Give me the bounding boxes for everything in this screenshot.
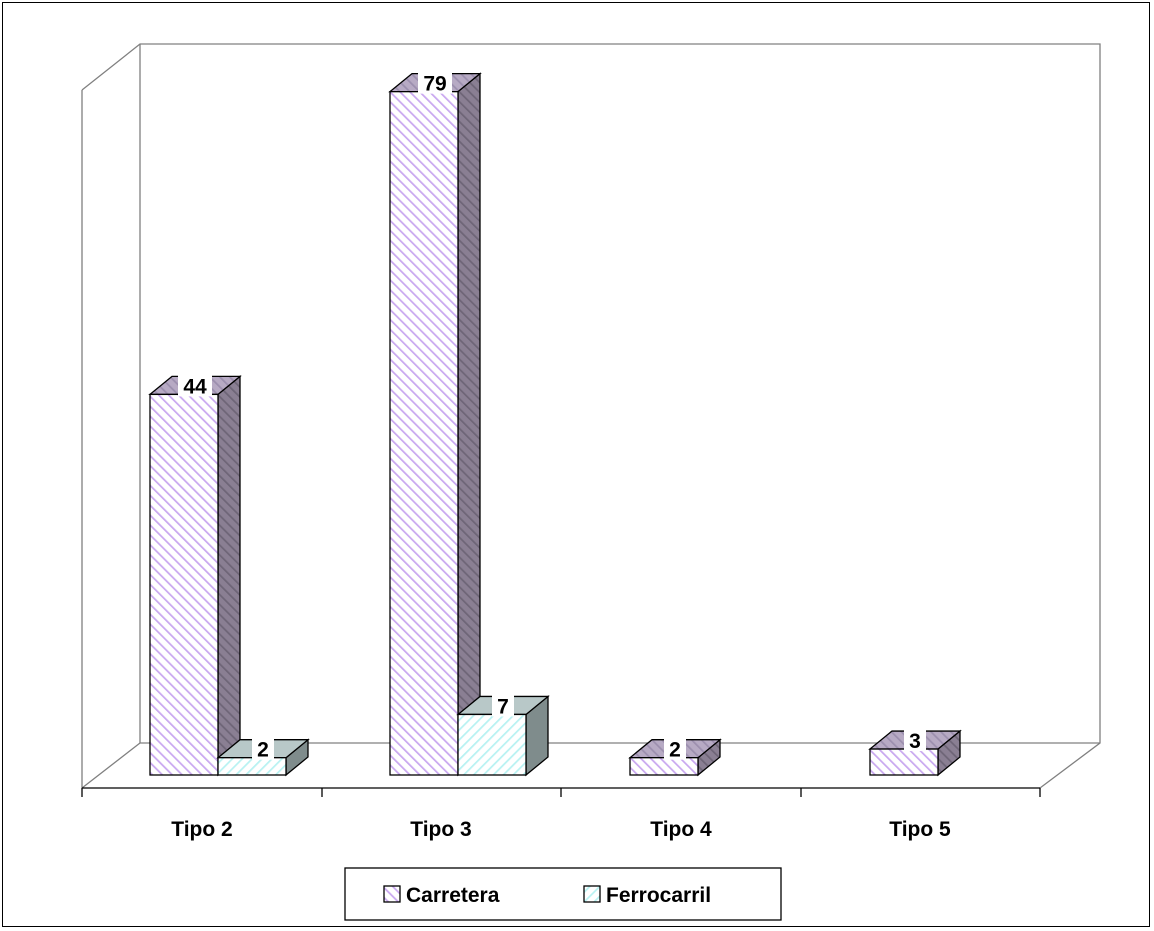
data-label-bg-carretera-tipo-3 bbox=[418, 71, 452, 94]
bar-front-ferrocarril-tipo-2 bbox=[217, 757, 287, 776]
data-label-text-carretera-tipo-5: 3 bbox=[909, 730, 921, 753]
x-tick-label-tipo-5: Tipo 5 bbox=[889, 818, 951, 841]
data-label-text-ferrocarril-tipo-2: 2 bbox=[257, 739, 269, 762]
data-label-bg-ferrocarril-tipo-2 bbox=[252, 737, 274, 760]
x-tick-label-tipo-4: Tipo 4 bbox=[650, 818, 712, 841]
data-label-carretera-tipo-2: 44 bbox=[178, 374, 212, 398]
bar-front-carretera-tipo-3 bbox=[389, 91, 459, 776]
data-label-carretera-tipo-3: 79 bbox=[418, 71, 452, 96]
bar-front-carretera-tipo-4 bbox=[629, 757, 699, 776]
data-labels-group: 44 2 79 7 2 3 bbox=[178, 71, 926, 762]
legend-label-carretera: Carretera bbox=[406, 884, 500, 907]
legend-label-ferrocarril: Ferrocarril bbox=[606, 884, 711, 907]
data-label-ferrocarril-tipo-2: 2 bbox=[252, 737, 274, 762]
x-tick-labels: Tipo 2 Tipo 3 Tipo 4 Tipo 5 bbox=[171, 818, 951, 841]
back-wall bbox=[81, 43, 1101, 789]
x-axis bbox=[81, 787, 1041, 797]
bar-front-carretera-tipo-2 bbox=[149, 393, 219, 776]
chart-walls bbox=[81, 43, 1101, 789]
bar-carretera-tipo-3 bbox=[388, 72, 482, 777]
data-label-bg-carretera-tipo-2 bbox=[178, 374, 212, 397]
data-label-carretera-tipo-4: 2 bbox=[664, 737, 686, 762]
floor-back-edge bbox=[81, 742, 1100, 789]
data-label-text-carretera-tipo-3: 79 bbox=[423, 73, 446, 96]
legend: Carretera Ferrocarril bbox=[344, 867, 782, 921]
bar-carretera-tipo-2 bbox=[148, 375, 242, 777]
bar-carretera-tipo-4 bbox=[628, 738, 722, 777]
data-label-text-carretera-tipo-4: 2 bbox=[669, 739, 681, 762]
bar-side-carretera-tipo-2 bbox=[217, 375, 241, 777]
data-label-bg-carretera-tipo-5 bbox=[904, 729, 926, 752]
data-label-ferrocarril-tipo-3: 7 bbox=[492, 694, 514, 718]
x-tick-label-tipo-3: Tipo 3 bbox=[410, 818, 471, 841]
data-label-text-ferrocarril-tipo-3: 7 bbox=[497, 695, 509, 718]
legend-swatch-ferrocarril bbox=[583, 885, 601, 903]
x-tick-label-tipo-2: Tipo 2 bbox=[171, 818, 232, 841]
bar-front-carretera-tipo-5 bbox=[869, 748, 939, 776]
legend-swatch-carretera bbox=[383, 885, 401, 903]
bars-group bbox=[148, 72, 962, 777]
data-label-text-carretera-tipo-2: 44 bbox=[183, 375, 207, 398]
data-label-bg-carretera-tipo-4 bbox=[664, 737, 686, 760]
data-label-carretera-tipo-5: 3 bbox=[904, 729, 926, 753]
data-label-bg-ferrocarril-tipo-3 bbox=[492, 694, 514, 717]
bar-front-ferrocarril-tipo-3 bbox=[457, 713, 527, 776]
bar-side-carretera-tipo-3 bbox=[457, 72, 481, 777]
legend-box bbox=[344, 867, 782, 921]
